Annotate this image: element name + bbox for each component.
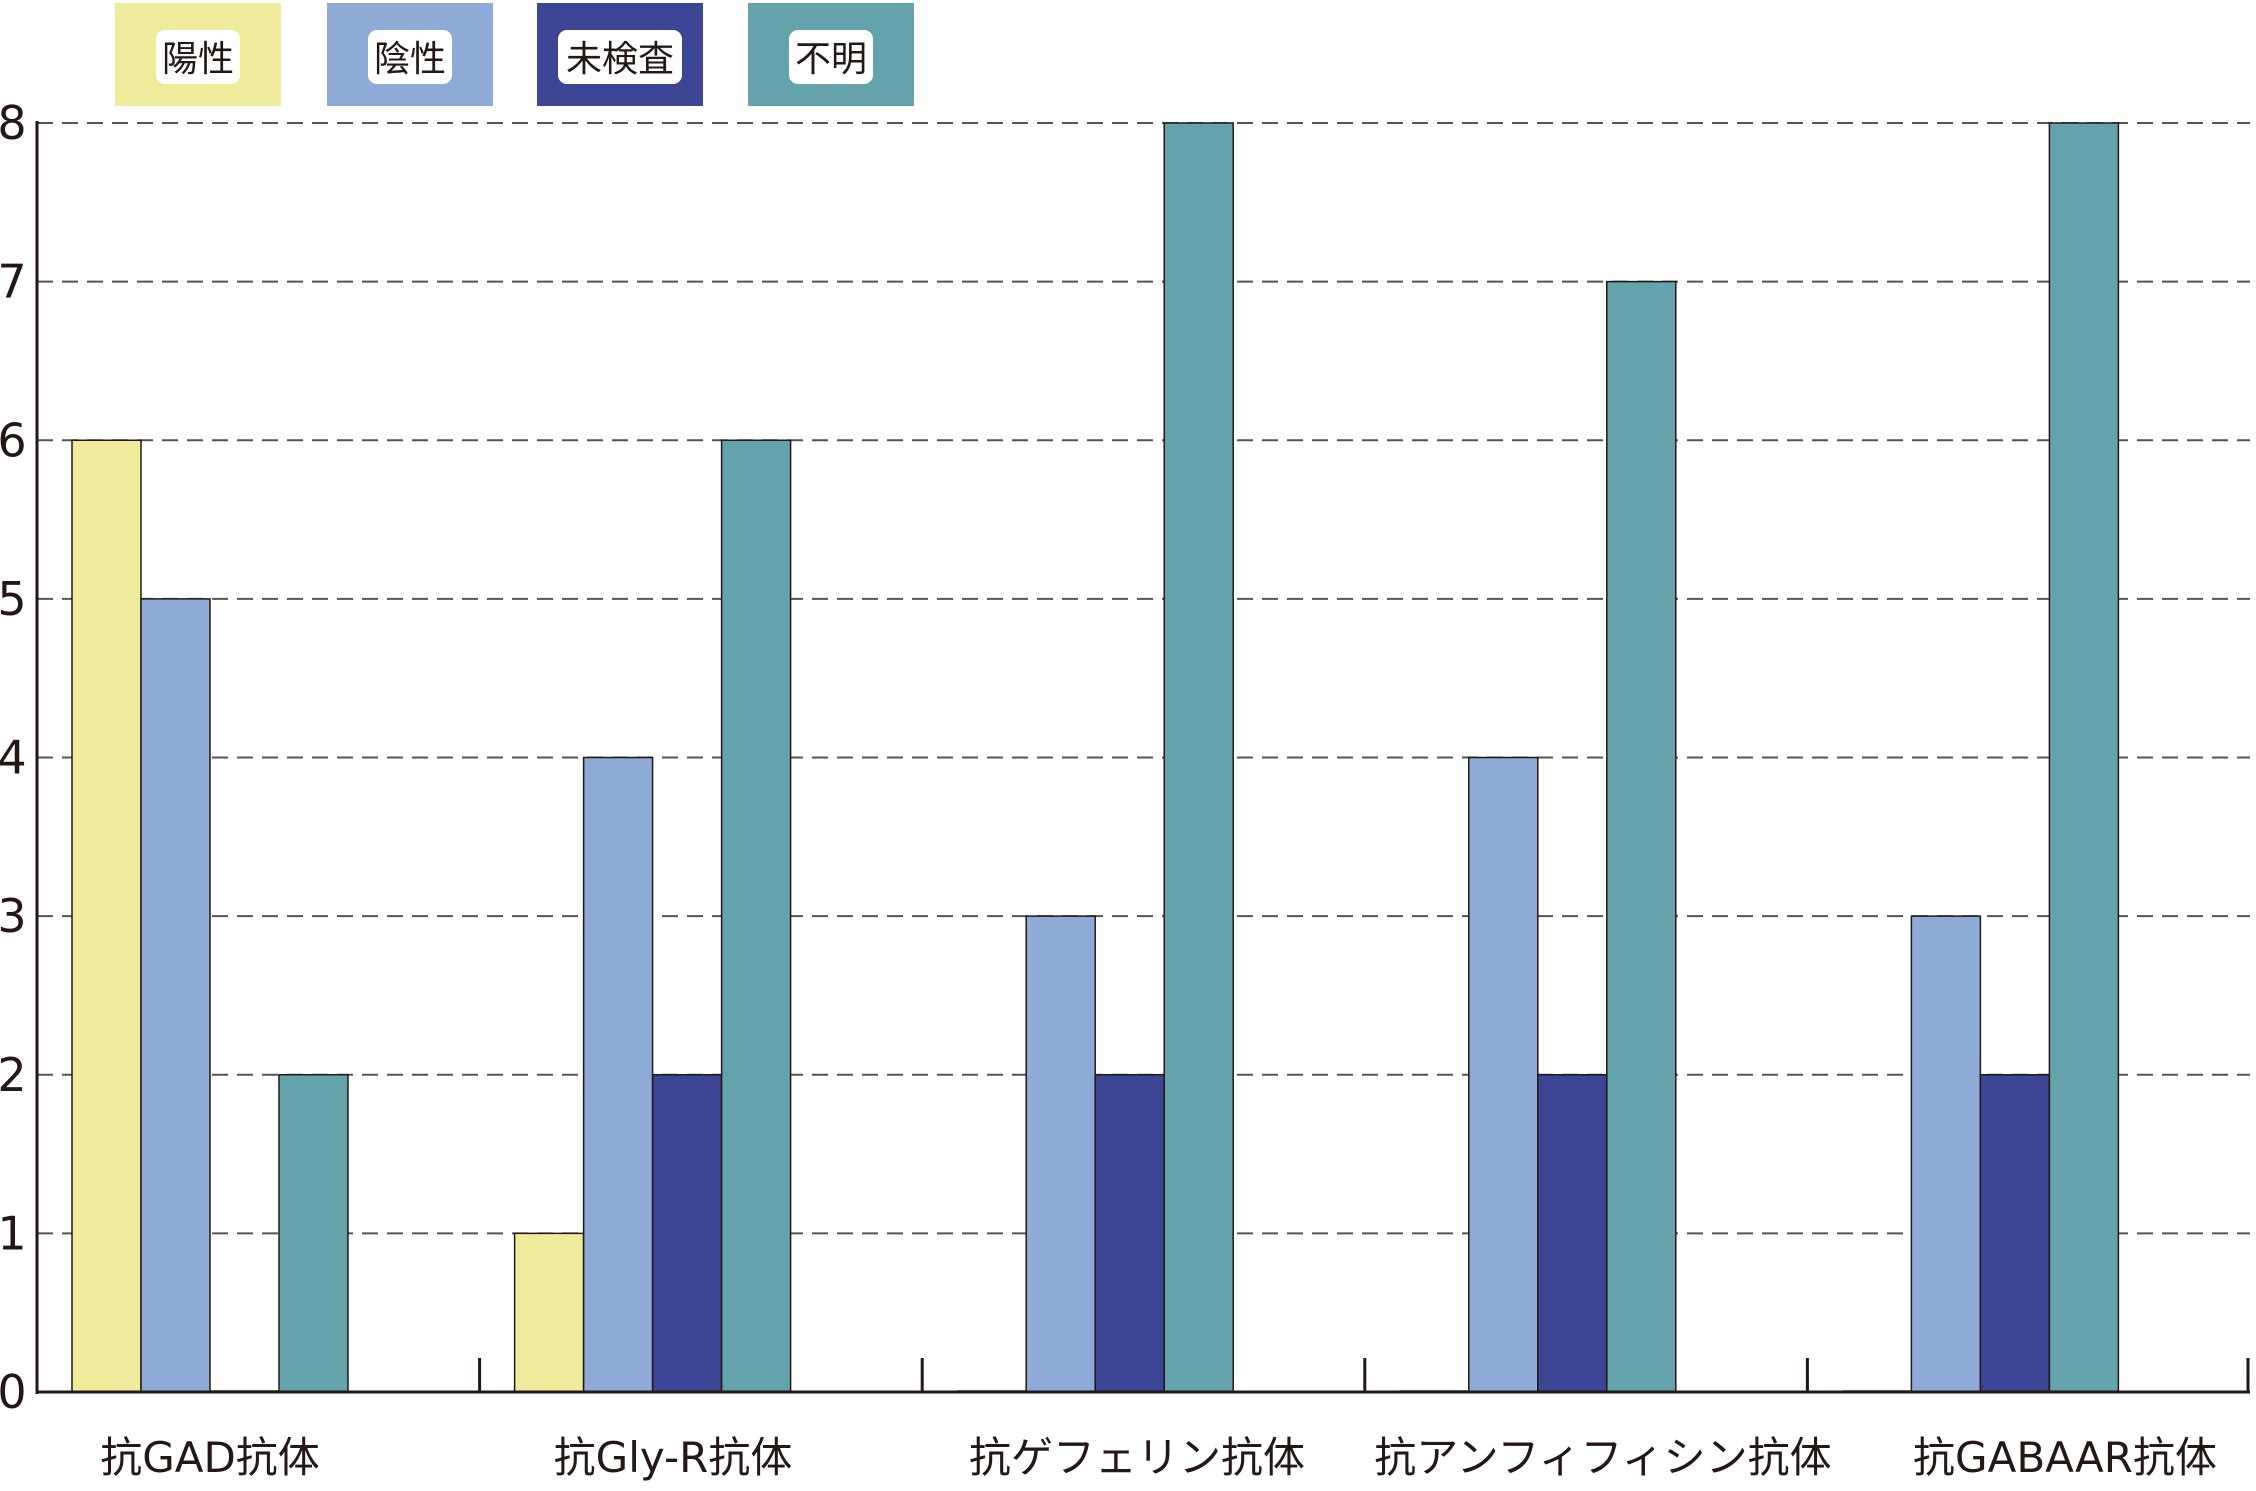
- legend-label-box-1: [368, 30, 452, 84]
- y-tick-label-0: 0: [0, 1365, 27, 1419]
- bar-4-3: [2048, 122, 2120, 1393]
- category-label-0: 抗GAD抗体: [100, 1433, 320, 1482]
- y-tick-label-5: 5: [0, 572, 27, 626]
- category-label-3: 抗アンフィフィシン抗体: [1374, 1433, 1831, 1482]
- bar-0-1: [140, 598, 211, 1393]
- bar-1-3: [720, 439, 792, 1393]
- axes: [35, 121, 2250, 1394]
- y-tick-label-3: 3: [0, 889, 27, 943]
- y-tick-label-7: 7: [0, 255, 27, 309]
- legend-label-box-3: [789, 30, 873, 84]
- bar-2-3: [1163, 122, 1234, 1393]
- bar-3-1: [1468, 756, 1539, 1393]
- bar-0-0: [71, 439, 142, 1393]
- y-tick-label-6: 6: [0, 413, 27, 467]
- y-tick-labels: 0 1 2 3 4 5 6 7 8: [0, 96, 27, 1419]
- y-tick-label-2: 2: [0, 1048, 27, 1102]
- legend-label-2: 未検査: [566, 39, 674, 80]
- bar-2-2: [1094, 1074, 1165, 1393]
- bar-3-3: [1606, 280, 1677, 1393]
- legend-label-3: 不明: [795, 39, 867, 80]
- legend-label-0: 陽性: [162, 39, 234, 80]
- category-label-4: 抗GABAAR抗体: [1913, 1433, 2217, 1482]
- y-tick-label-1: 1: [0, 1206, 27, 1260]
- bars: [71, 122, 2120, 1393]
- y-tick-label-8: 8: [0, 96, 27, 150]
- category-label-1: 抗Gly-R抗体: [554, 1433, 793, 1482]
- legend: 陽性 陰性 未検査 不明: [115, 3, 914, 106]
- bar-1-2: [651, 1074, 723, 1393]
- legend-label-1: 陰性: [374, 39, 446, 80]
- bar-0-3: [278, 1074, 349, 1393]
- bar-2-1: [1025, 915, 1096, 1393]
- bar-4-1: [1910, 915, 1982, 1393]
- category-label-2: 抗ゲフェリン抗体: [969, 1433, 1305, 1482]
- bar-1-0: [513, 1232, 585, 1393]
- category-labels: 抗GAD抗体 抗Gly-R抗体 抗ゲフェリン抗体 抗アンフィフィシン抗体 抗GABAAR…: [100, 1433, 2217, 1482]
- legend-label-box-0: [156, 30, 240, 84]
- bar-3-2: [1537, 1074, 1608, 1393]
- bar-4-2: [1979, 1074, 2051, 1393]
- legend-label-box-2: [558, 30, 682, 84]
- bar-1-1: [582, 756, 654, 1393]
- y-tick-label-4: 4: [0, 731, 27, 785]
